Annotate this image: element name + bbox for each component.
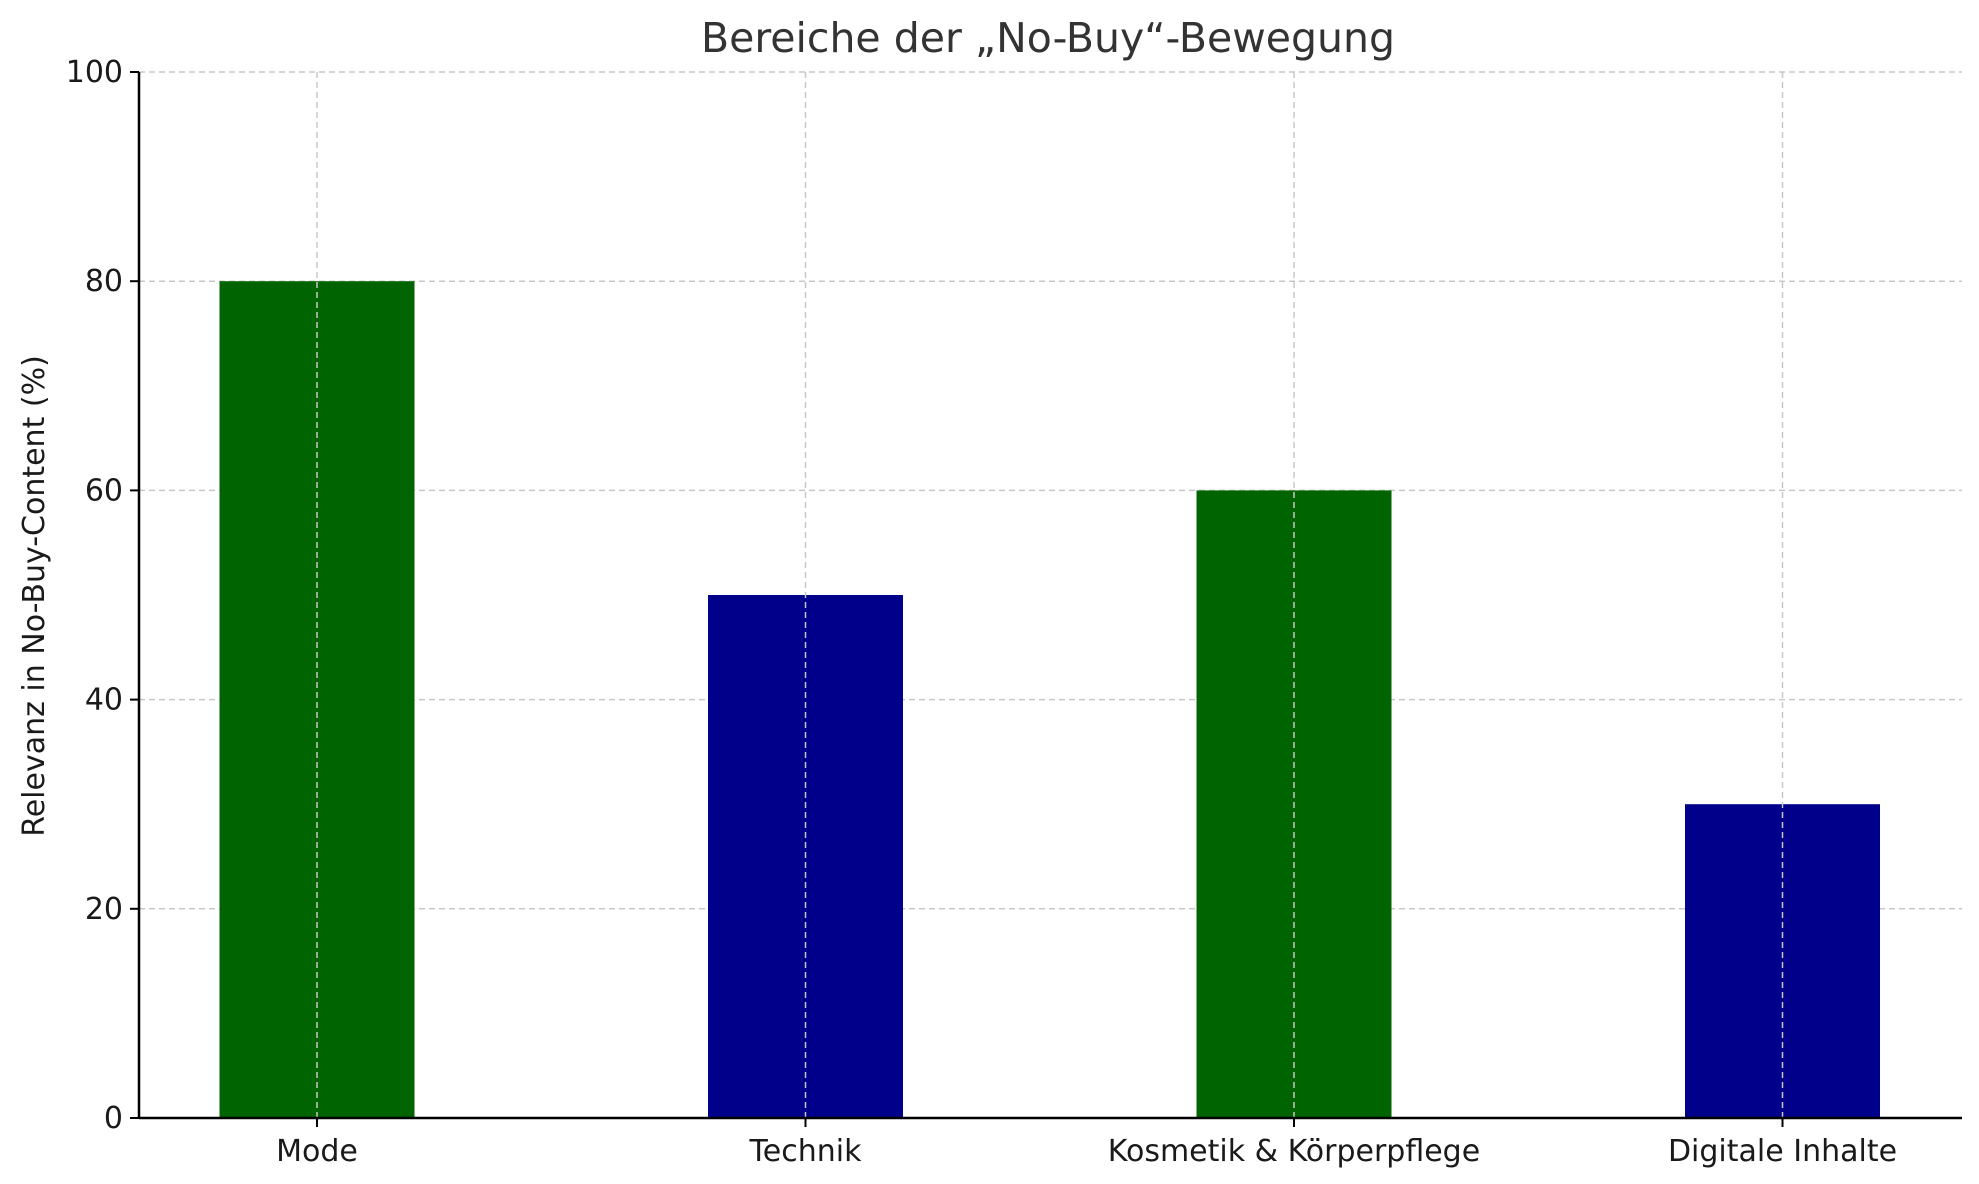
y-tick-label: 60 (85, 473, 123, 508)
vertical-grid (316, 72, 1784, 1118)
x-tick-label: Mode (276, 1134, 358, 1169)
y-ticks: 0 20 40 60 80 100 (66, 55, 139, 1136)
y-axis-label: Relevanz in No-Buy-Content (%) (17, 355, 52, 837)
y-tick-label: 40 (85, 683, 123, 718)
x-tick-label: Kosmetik & Körperpflege (1108, 1134, 1480, 1169)
y-tick-label: 0 (104, 1101, 123, 1136)
x-tick-label: Technik (749, 1134, 863, 1169)
x-ticks: Mode Technik Kosmetik & Körperpflege Digita… (276, 1118, 1897, 1169)
y-tick-label: 100 (66, 55, 123, 90)
y-tick-label: 80 (85, 264, 123, 299)
axes (137, 72, 1962, 1120)
x-tick-label: Digitale Inhalte (1668, 1134, 1897, 1169)
y-tick-label: 20 (85, 892, 123, 927)
bar-0 (219, 281, 415, 1118)
bar-3 (1685, 804, 1880, 1118)
chart-title: Bereiche der „No-Buy“-Bewegung (701, 14, 1395, 62)
